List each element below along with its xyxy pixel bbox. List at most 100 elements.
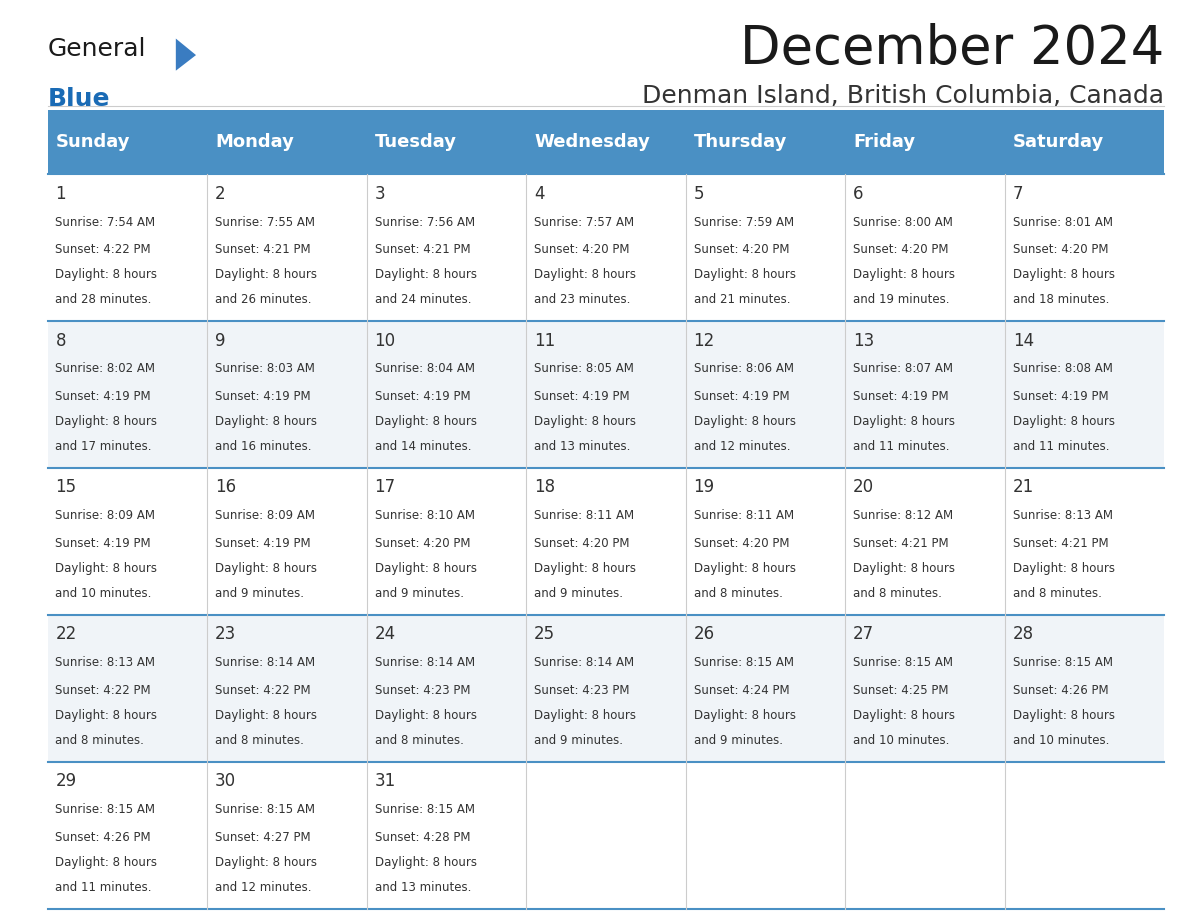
Text: Sunrise: 8:06 AM: Sunrise: 8:06 AM: [694, 363, 794, 375]
Text: Sunset: 4:19 PM: Sunset: 4:19 PM: [853, 390, 949, 403]
Text: Sunset: 4:19 PM: Sunset: 4:19 PM: [215, 537, 310, 550]
Text: 24: 24: [374, 625, 396, 644]
FancyBboxPatch shape: [367, 615, 526, 762]
Text: and 12 minutes.: and 12 minutes.: [215, 881, 311, 894]
Text: and 21 minutes.: and 21 minutes.: [694, 294, 790, 307]
FancyBboxPatch shape: [1005, 174, 1164, 321]
Text: Sunrise: 8:13 AM: Sunrise: 8:13 AM: [56, 656, 156, 669]
Text: Daylight: 8 hours: Daylight: 8 hours: [535, 415, 636, 429]
Text: Sunrise: 8:11 AM: Sunrise: 8:11 AM: [694, 509, 794, 522]
FancyBboxPatch shape: [526, 468, 685, 615]
Text: Sunrise: 7:56 AM: Sunrise: 7:56 AM: [374, 216, 475, 229]
Text: Sunrise: 8:15 AM: Sunrise: 8:15 AM: [853, 656, 953, 669]
Text: Sunset: 4:20 PM: Sunset: 4:20 PM: [694, 537, 789, 550]
Text: and 24 minutes.: and 24 minutes.: [374, 294, 472, 307]
Text: Sunset: 4:19 PM: Sunset: 4:19 PM: [1012, 390, 1108, 403]
Text: Sunset: 4:23 PM: Sunset: 4:23 PM: [535, 684, 630, 697]
Text: 14: 14: [1012, 331, 1034, 350]
Text: and 9 minutes.: and 9 minutes.: [535, 588, 623, 600]
Text: 1: 1: [56, 185, 67, 203]
Text: Daylight: 8 hours: Daylight: 8 hours: [215, 415, 317, 429]
FancyBboxPatch shape: [526, 110, 685, 174]
Text: Tuesday: Tuesday: [374, 133, 456, 151]
Text: Sunset: 4:22 PM: Sunset: 4:22 PM: [215, 684, 310, 697]
Text: and 28 minutes.: and 28 minutes.: [56, 294, 152, 307]
Text: 6: 6: [853, 185, 864, 203]
Text: Daylight: 8 hours: Daylight: 8 hours: [56, 562, 158, 576]
Text: 19: 19: [694, 478, 715, 497]
FancyBboxPatch shape: [48, 615, 207, 762]
Text: 5: 5: [694, 185, 704, 203]
Text: Sunset: 4:19 PM: Sunset: 4:19 PM: [374, 390, 470, 403]
Text: Daylight: 8 hours: Daylight: 8 hours: [535, 268, 636, 282]
Text: Sunset: 4:20 PM: Sunset: 4:20 PM: [1012, 243, 1108, 256]
FancyBboxPatch shape: [367, 110, 526, 174]
Text: Daylight: 8 hours: Daylight: 8 hours: [56, 268, 158, 282]
Text: and 12 minutes.: and 12 minutes.: [694, 441, 790, 453]
Text: Daylight: 8 hours: Daylight: 8 hours: [535, 709, 636, 722]
Text: Sunrise: 7:57 AM: Sunrise: 7:57 AM: [535, 216, 634, 229]
Text: Daylight: 8 hours: Daylight: 8 hours: [853, 709, 955, 722]
Text: Friday: Friday: [853, 133, 915, 151]
Text: 26: 26: [694, 625, 715, 644]
FancyBboxPatch shape: [1005, 762, 1164, 909]
FancyBboxPatch shape: [685, 174, 845, 321]
FancyBboxPatch shape: [685, 615, 845, 762]
Text: and 10 minutes.: and 10 minutes.: [853, 734, 949, 747]
Text: and 8 minutes.: and 8 minutes.: [374, 734, 463, 747]
Text: Sunrise: 8:14 AM: Sunrise: 8:14 AM: [215, 656, 315, 669]
Text: 11: 11: [535, 331, 555, 350]
Text: Daylight: 8 hours: Daylight: 8 hours: [374, 709, 476, 722]
FancyBboxPatch shape: [685, 110, 845, 174]
Text: and 9 minutes.: and 9 minutes.: [535, 734, 623, 747]
Text: 15: 15: [56, 478, 76, 497]
Text: 13: 13: [853, 331, 874, 350]
FancyBboxPatch shape: [845, 615, 1005, 762]
FancyBboxPatch shape: [685, 468, 845, 615]
Text: Sunset: 4:19 PM: Sunset: 4:19 PM: [694, 390, 789, 403]
Text: 31: 31: [374, 772, 396, 790]
Text: and 11 minutes.: and 11 minutes.: [853, 441, 949, 453]
Text: Daylight: 8 hours: Daylight: 8 hours: [1012, 415, 1114, 429]
Text: General: General: [48, 37, 146, 61]
Text: Sunrise: 8:03 AM: Sunrise: 8:03 AM: [215, 363, 315, 375]
Text: and 14 minutes.: and 14 minutes.: [374, 441, 472, 453]
Text: and 8 minutes.: and 8 minutes.: [694, 588, 783, 600]
Text: Sunrise: 7:55 AM: Sunrise: 7:55 AM: [215, 216, 315, 229]
Text: 29: 29: [56, 772, 76, 790]
Text: Sunrise: 8:01 AM: Sunrise: 8:01 AM: [1012, 216, 1113, 229]
Text: Sunrise: 8:00 AM: Sunrise: 8:00 AM: [853, 216, 953, 229]
FancyBboxPatch shape: [845, 468, 1005, 615]
FancyBboxPatch shape: [526, 174, 685, 321]
FancyBboxPatch shape: [526, 615, 685, 762]
Text: and 18 minutes.: and 18 minutes.: [1012, 294, 1110, 307]
FancyBboxPatch shape: [1005, 321, 1164, 468]
Text: 22: 22: [56, 625, 77, 644]
Text: and 23 minutes.: and 23 minutes.: [535, 294, 631, 307]
Text: Sunset: 4:21 PM: Sunset: 4:21 PM: [374, 243, 470, 256]
Text: Thursday: Thursday: [694, 133, 786, 151]
Text: Sunset: 4:22 PM: Sunset: 4:22 PM: [56, 684, 151, 697]
Text: Sunrise: 8:07 AM: Sunrise: 8:07 AM: [853, 363, 953, 375]
Text: Sunrise: 8:09 AM: Sunrise: 8:09 AM: [215, 509, 315, 522]
FancyBboxPatch shape: [845, 174, 1005, 321]
Text: December 2024: December 2024: [740, 23, 1164, 75]
Text: Sunset: 4:21 PM: Sunset: 4:21 PM: [215, 243, 310, 256]
Text: Daylight: 8 hours: Daylight: 8 hours: [56, 856, 158, 869]
Text: Daylight: 8 hours: Daylight: 8 hours: [853, 268, 955, 282]
Text: Sunset: 4:20 PM: Sunset: 4:20 PM: [374, 537, 470, 550]
Text: Daylight: 8 hours: Daylight: 8 hours: [853, 562, 955, 576]
Text: 20: 20: [853, 478, 874, 497]
Text: Sunset: 4:19 PM: Sunset: 4:19 PM: [56, 537, 151, 550]
Text: Daylight: 8 hours: Daylight: 8 hours: [694, 709, 796, 722]
Text: Daylight: 8 hours: Daylight: 8 hours: [215, 268, 317, 282]
Text: and 13 minutes.: and 13 minutes.: [535, 441, 631, 453]
Text: Daylight: 8 hours: Daylight: 8 hours: [694, 415, 796, 429]
Text: Daylight: 8 hours: Daylight: 8 hours: [1012, 268, 1114, 282]
Text: Daylight: 8 hours: Daylight: 8 hours: [374, 415, 476, 429]
Text: Sunset: 4:21 PM: Sunset: 4:21 PM: [1012, 537, 1108, 550]
Text: Daylight: 8 hours: Daylight: 8 hours: [535, 562, 636, 576]
FancyBboxPatch shape: [48, 762, 207, 909]
FancyBboxPatch shape: [1005, 468, 1164, 615]
FancyBboxPatch shape: [367, 174, 526, 321]
